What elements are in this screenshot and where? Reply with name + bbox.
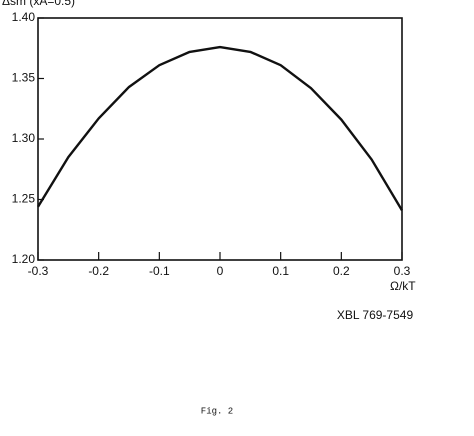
caption: Fig. 2: [201, 406, 233, 416]
x-axis-label: Ω/kT: [390, 279, 416, 293]
x-tick-label: 0: [217, 264, 224, 278]
y-axis-label: Δsm (xA=0.5): [2, 0, 75, 8]
y-tick-label: 1.20: [12, 252, 36, 266]
x-tick-label: -0.1: [149, 264, 170, 278]
annotation: XBL 769-7549: [337, 308, 414, 322]
x-tick-label: -0.2: [88, 264, 109, 278]
y-tick-label: 1.30: [12, 131, 36, 145]
x-tick-label: 0.3: [394, 264, 411, 278]
y-tick-label: 1.25: [12, 192, 36, 206]
x-tick-label: 0.2: [333, 264, 350, 278]
data-line: [36, 45, 404, 212]
y-tick-label: 1.40: [12, 10, 36, 24]
x-tick-label: 0.1: [272, 264, 289, 278]
y-tick-label: 1.35: [12, 71, 36, 85]
plot-frame: [37, 17, 403, 261]
x-tick-label: -0.3: [28, 264, 49, 278]
